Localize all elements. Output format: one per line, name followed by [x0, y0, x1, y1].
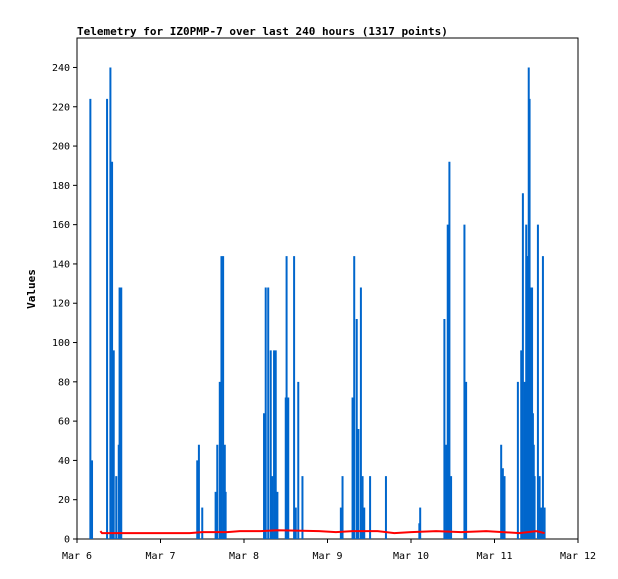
chart-title: Telemetry for IZ0PMP-7 over last 240 hou…	[77, 25, 448, 38]
y-tick-label: 100	[52, 338, 70, 349]
y-axis-label: Values	[25, 269, 38, 309]
y-tick-label: 20	[58, 495, 70, 506]
x-tick-label: Mar 6	[62, 551, 92, 562]
y-tick-label: 40	[58, 456, 70, 467]
y-tick-label: 180	[52, 181, 70, 192]
red-series	[99, 529, 545, 535]
y-tick-label: 200	[52, 142, 70, 153]
y-tick-label: 140	[52, 259, 70, 270]
x-tick-label: Mar 12	[560, 551, 596, 562]
x-axis: Mar 6 Mar 7 Mar 8 Mar 9 Mar 10 Mar 11 Mar 12	[62, 539, 596, 562]
x-tick-label: Mar 11	[476, 551, 512, 562]
y-tick-label: 80	[58, 377, 70, 388]
x-tick-label: Mar 10	[393, 551, 429, 562]
y-tick-label: 60	[58, 417, 70, 428]
y-tick-label: 0	[64, 535, 70, 546]
x-tick-label: Mar 8	[229, 551, 259, 562]
y-axis: 0 20 40 60 80 100 120 140 160 180 200 220 240	[52, 63, 77, 546]
x-tick-label: Mar 7	[145, 551, 175, 562]
plot-frame	[76, 37, 579, 540]
impulse-series	[89, 67, 546, 539]
y-tick-label: 220	[52, 102, 70, 113]
red-line	[99, 529, 545, 535]
x-tick-label: Mar 9	[312, 551, 342, 562]
y-tick-label: 120	[52, 299, 70, 310]
y-tick-label: 160	[52, 220, 70, 231]
y-tick-label: 240	[52, 63, 70, 74]
